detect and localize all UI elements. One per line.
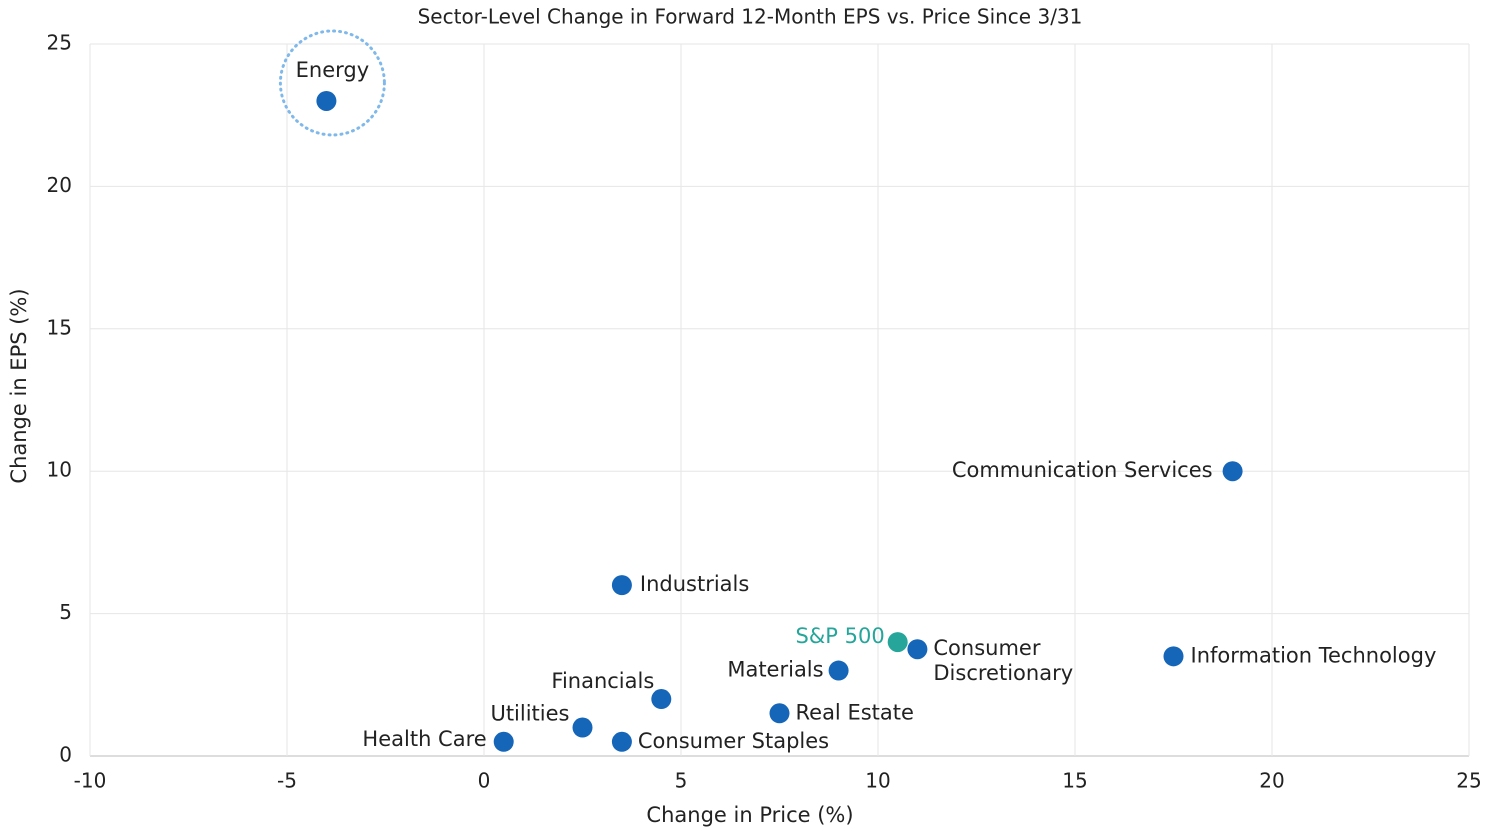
y-tick-label: 5 (59, 600, 72, 624)
point-label: Real Estate (796, 700, 914, 724)
y-tick-label: 10 (47, 458, 72, 482)
point-label: Consumer Staples (638, 729, 829, 753)
x-tick-label: 0 (478, 769, 491, 793)
point (887, 632, 908, 653)
x-tick-label: -5 (277, 769, 297, 793)
point (611, 575, 632, 596)
x-tick-label: 15 (1062, 769, 1087, 793)
point-label: Information Technology (1191, 643, 1437, 667)
point (316, 90, 337, 111)
point (611, 731, 632, 752)
x-tick-label: 20 (1259, 769, 1284, 793)
point (907, 639, 928, 660)
point-label: Communication Services (952, 458, 1213, 482)
point-label: Consumer (933, 636, 1040, 660)
chart-title: Sector-Level Change in Forward 12-Month … (418, 5, 1083, 29)
x-axis-label: Change in Price (%) (646, 803, 853, 827)
point-label: Discretionary (933, 661, 1073, 685)
point-label: Materials (727, 658, 823, 682)
y-axis-label: Change in EPS (%) (7, 288, 31, 483)
x-tick-label: 25 (1456, 769, 1481, 793)
y-tick-label: 20 (47, 173, 72, 197)
point (1163, 646, 1184, 667)
point-label: Energy (296, 58, 370, 82)
point (769, 703, 790, 724)
point (572, 717, 593, 738)
point-label: Utilities (490, 702, 569, 726)
highlight-ring (278, 29, 386, 137)
x-tick-label: 10 (865, 769, 890, 793)
x-tick-label: -10 (74, 769, 107, 793)
point (828, 660, 849, 681)
y-tick-label: 0 (59, 743, 72, 767)
point-label: S&P 500 (796, 624, 885, 648)
point (1222, 461, 1243, 482)
point-label: Industrials (640, 572, 749, 596)
point (651, 689, 672, 710)
point-label: Health Care (362, 727, 486, 751)
y-tick-label: 15 (47, 315, 72, 339)
x-tick-label: 5 (675, 769, 688, 793)
point-label: Financials (551, 669, 654, 693)
y-tick-label: 25 (47, 31, 72, 55)
point (493, 731, 514, 752)
